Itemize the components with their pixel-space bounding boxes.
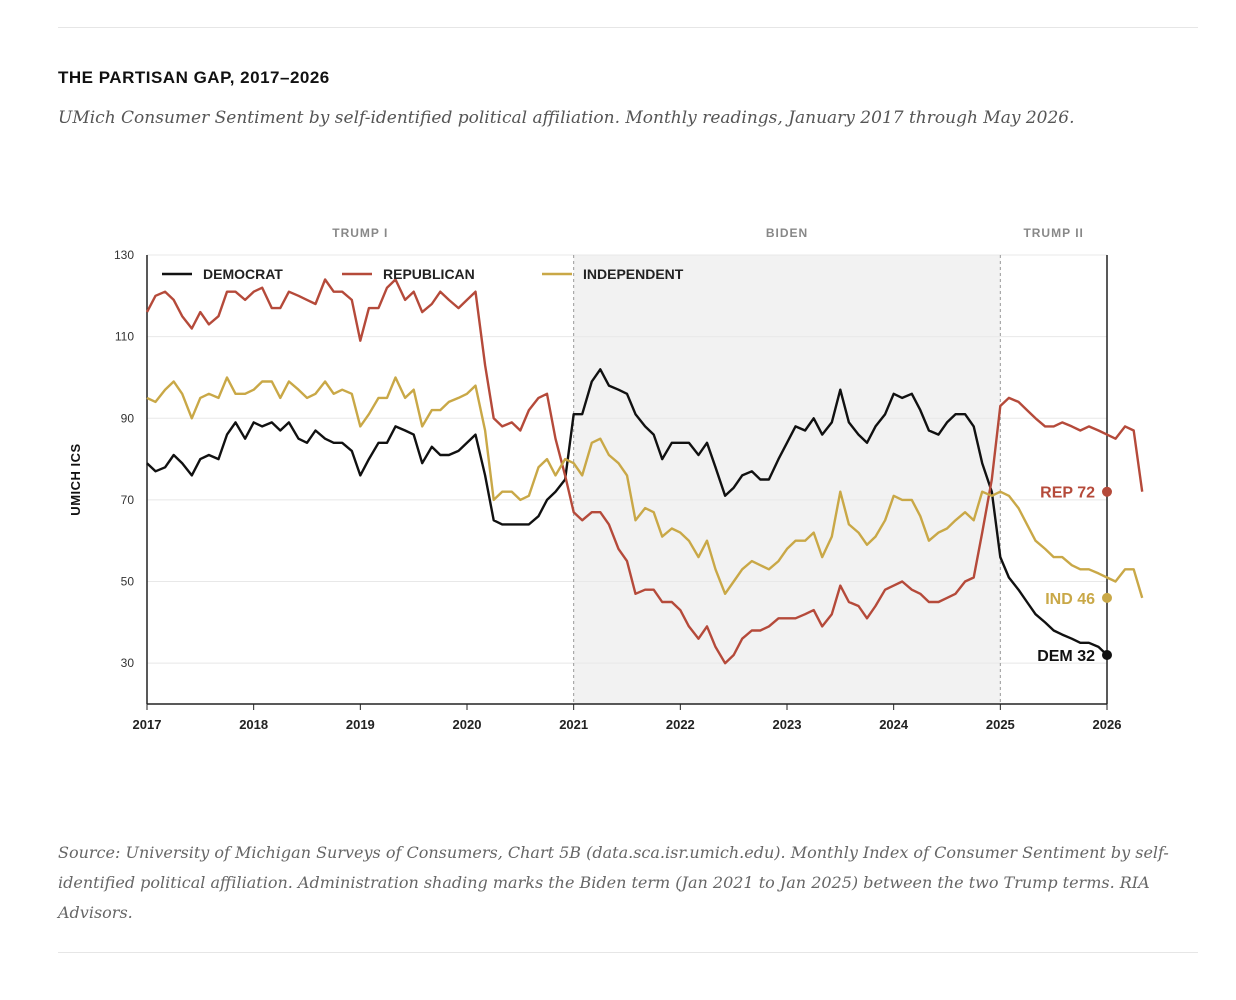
y-axis-title: UMICH ICS [68,443,83,515]
x-tick-label: 2022 [666,717,695,732]
legend-label: DEMOCRAT [203,266,283,282]
top-divider [58,27,1198,28]
y-tick-label: 90 [121,411,135,425]
y-tick-label: 30 [121,656,135,670]
x-tick-label: 2018 [239,717,268,732]
series-line-republican [145,278,1144,665]
y-tick-label: 50 [121,575,135,589]
x-tick-label: 2025 [986,717,1015,732]
partisan-gap-line-chart: TRUMP I BIDEN TRUMP II 30 50 70 90 110 130 2017 20… [68,226,1144,732]
series-end-marker [1102,650,1112,661]
bottom-divider [58,952,1198,953]
series-end-label: IND 46 [1045,591,1095,608]
y-tick-label: 110 [115,330,134,344]
x-tick-label: 2020 [453,717,482,732]
period-label: TRUMP II [1023,226,1083,240]
period-label: TRUMP I [332,226,388,240]
y-tick-label: 70 [121,493,135,507]
y-tick-label: 130 [114,248,134,262]
period-label: BIDEN [766,226,808,240]
series-line-independent [146,376,1144,599]
series-end-label: DEM 32 [1037,648,1095,665]
period-shading [573,255,1001,704]
x-tick-label: 2026 [1093,717,1122,732]
series-line-democrat [146,368,1108,656]
series-end-marker [1102,592,1112,603]
x-tick-label: 2021 [559,717,588,732]
x-tick-label: 2024 [879,717,909,732]
source-note: Source: University of Michigan Surveys o… [58,843,1169,922]
legend-label: INDEPENDENT [583,266,684,282]
series-end-label: REP 72 [1040,485,1095,502]
x-tick-label: 2023 [773,717,802,732]
x-tick-label: 2019 [346,717,375,732]
x-tick-label: 2017 [133,717,162,732]
chart-subtitle: UMich Consumer Sentiment by self-identif… [58,108,1075,128]
legend-label: REPUBLICAN [383,266,475,282]
series-end-marker [1102,486,1112,497]
chart-title: THE PARTISAN GAP, 2017–2026 [58,68,330,87]
